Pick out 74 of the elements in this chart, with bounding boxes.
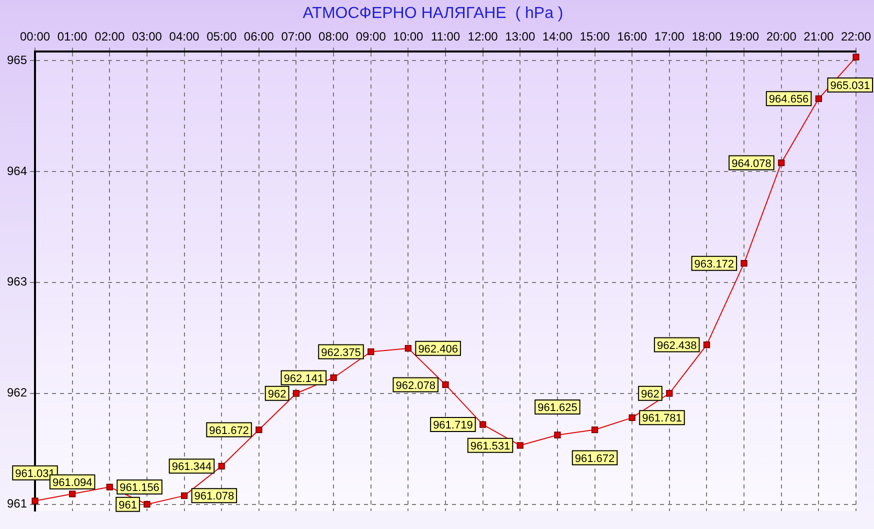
- x-tick-label: 10:00: [393, 30, 424, 44]
- x-tick-label: 21:00: [804, 30, 834, 44]
- y-tick-label: 962: [6, 386, 28, 400]
- data-label: 962.375: [321, 346, 361, 359]
- point: [218, 462, 225, 470]
- x-tick-label: 05:00: [206, 30, 237, 44]
- data-label: 961.625: [538, 402, 578, 414]
- point: [852, 54, 860, 60]
- x-tick-label: 07:00: [281, 30, 312, 44]
- point: [330, 374, 337, 382]
- data-label: 961.719: [433, 420, 473, 432]
- x-tick-label: 11:00: [430, 30, 460, 44]
- point: [106, 484, 113, 490]
- point: [368, 348, 374, 356]
- point: [292, 390, 300, 397]
- point: [740, 260, 748, 267]
- point: [815, 95, 822, 102]
- x-tick-label: 20:00: [766, 30, 797, 44]
- data-label: 961.531: [470, 440, 510, 452]
- data-label: 962: [641, 388, 660, 400]
- x-tick-label: 12:00: [468, 30, 498, 44]
- y-tick-label: 963: [6, 274, 28, 289]
- data-label: 962.078: [396, 380, 436, 392]
- data-label: 961.078: [194, 490, 234, 503]
- point: [479, 421, 486, 428]
- y-tick-label: 965: [6, 52, 28, 67]
- data-label: 961.344: [172, 461, 212, 474]
- data-label: 962: [268, 388, 286, 400]
- data-label: 962.141: [284, 372, 324, 385]
- data-label: 961.781: [642, 412, 682, 425]
- data-label: 962.406: [418, 343, 458, 356]
- x-tick-label: 17:00: [654, 30, 685, 44]
- x-tick-label: 13:00: [505, 30, 536, 44]
- data-label: 961.672: [209, 424, 249, 437]
- data-label: 961.672: [574, 452, 615, 465]
- point: [180, 492, 188, 500]
- data-label: 962.438: [656, 340, 697, 352]
- point: [591, 426, 598, 434]
- data-label: 963.172: [694, 258, 734, 270]
- x-tick-label: 00:00: [20, 30, 50, 44]
- point: [703, 341, 710, 348]
- x-tick-label: 14:00: [542, 30, 573, 44]
- point: [666, 390, 673, 397]
- x-tick-label: 06:00: [244, 30, 274, 44]
- data-label: 965.031: [830, 80, 870, 92]
- x-tick-label: 09:00: [356, 30, 386, 44]
- point: [144, 501, 150, 508]
- x-tick-label: 08:00: [318, 30, 349, 44]
- x-tick-label: 04:00: [169, 30, 200, 44]
- x-tick-label: 16:00: [617, 30, 648, 44]
- point: [404, 344, 412, 352]
- data-label: 961.156: [120, 482, 160, 494]
- y-tick-label: 961: [6, 496, 28, 511]
- x-tick-label: 02:00: [94, 30, 125, 44]
- point: [628, 414, 636, 422]
- x-tick-label: 03:00: [132, 30, 162, 44]
- point: [442, 381, 449, 388]
- x-tick-label: 18:00: [692, 30, 722, 44]
- point: [69, 490, 76, 498]
- data-label: 961.094: [52, 476, 92, 489]
- point: [256, 426, 262, 434]
- point: [554, 432, 561, 438]
- point: [516, 442, 524, 449]
- x-tick-label: 22:00: [840, 30, 872, 44]
- x-tick-label: 15:00: [580, 30, 610, 44]
- data-label: 964.078: [732, 158, 772, 170]
- data-label: 961: [118, 499, 137, 512]
- x-tick-label: 01:00: [57, 30, 88, 44]
- point: [32, 498, 38, 504]
- point: [778, 159, 785, 166]
- data-label: 964.656: [768, 94, 809, 106]
- y-tick-label: 964: [6, 164, 28, 178]
- chart-title: АТМОСФЕРНО НАЛЯГАНЕ ( hPa ): [302, 5, 564, 22]
- x-tick-label: 19:00: [729, 30, 760, 44]
